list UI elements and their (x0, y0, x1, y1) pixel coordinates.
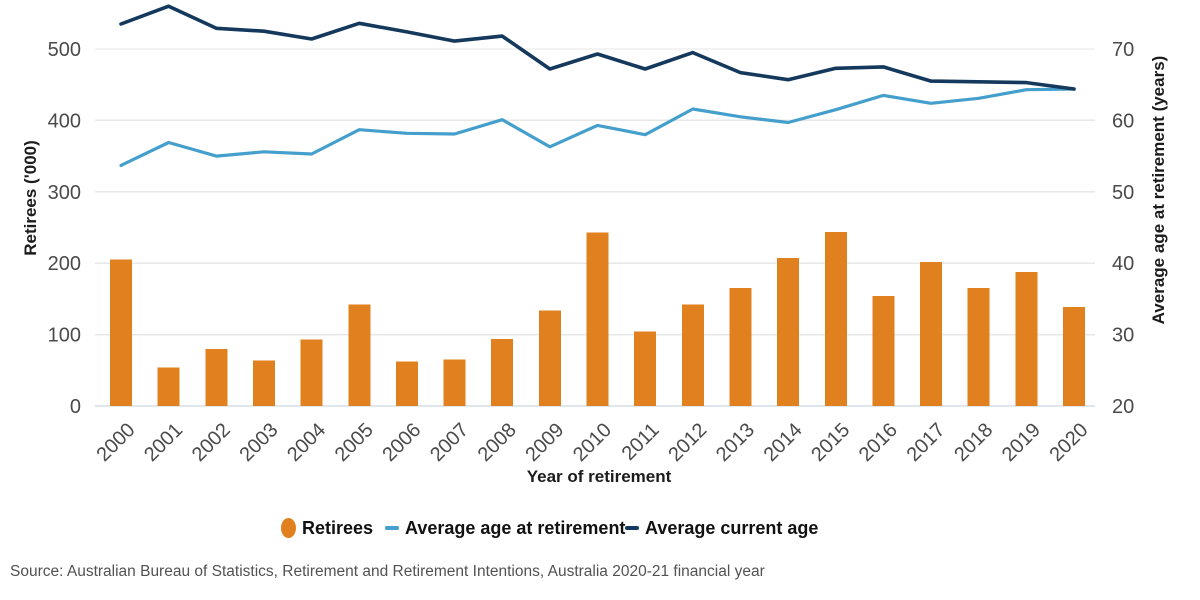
legend-label-average-age-at-retirement: Average age at retirement (405, 517, 626, 538)
bar-2012 (681, 304, 704, 406)
bar-2009 (538, 310, 561, 406)
right-axis-title: Average age at retirement (years) (1149, 55, 1168, 325)
legend-label-retirees: Retirees (302, 517, 374, 538)
x-tick-label-2015: 2015 (807, 419, 854, 466)
x-tick-label-2004: 2004 (283, 419, 330, 466)
bar-2000 (110, 259, 132, 406)
right-y-tick-label: 60 (1112, 110, 1134, 132)
bar-2018 (967, 288, 990, 406)
x-tick-label-2008: 2008 (474, 419, 521, 466)
x-tick-label-2001: 2001 (140, 419, 187, 466)
legend-item-average-current-age: Average current age (625, 514, 818, 542)
right-y-tick-label: 50 (1112, 182, 1134, 204)
left-y-tick-label: 100 (48, 325, 81, 347)
right-y-tick-label: 40 (1112, 253, 1134, 275)
legend-item-retirees: Retirees (281, 514, 373, 542)
x-tick-label-2006: 2006 (378, 419, 425, 466)
average-age-at-retirement-line (119, 87, 1076, 167)
average-current-age-line (119, 4, 1076, 91)
bar-2007 (443, 359, 466, 406)
bar-2014 (777, 258, 800, 406)
bar-2017 (920, 261, 943, 406)
retirees-circle-swatch-icon (281, 518, 296, 538)
x-tick-label-2005: 2005 (331, 419, 378, 466)
x-tick-label-2012: 2012 (664, 419, 711, 466)
x-tick-label-2014: 2014 (760, 419, 807, 466)
bar-2005 (348, 304, 371, 406)
x-tick-label-2003: 2003 (235, 419, 282, 466)
x-axis-title: Year of retirement (526, 467, 672, 486)
bar-2002 (205, 348, 228, 406)
x-tick-label-2010: 2010 (569, 419, 616, 466)
left-y-tick-label: 400 (48, 110, 81, 132)
x-tick-label-2018: 2018 (950, 419, 997, 466)
x-tick-label-2011: 2011 (618, 419, 664, 465)
bar-2006 (395, 361, 418, 406)
bar-2003 (252, 360, 275, 406)
x-tick-label-2009: 2009 (521, 419, 568, 466)
legend-item-average-age-at-retirement: Average age at retirement (385, 514, 625, 542)
x-tick-label-2020: 2020 (1046, 419, 1093, 466)
left-axis-title: Retirees ('000) (21, 140, 40, 256)
x-tick-label-2013: 2013 (712, 419, 759, 466)
x-tick-label-2007: 2007 (426, 419, 473, 466)
current-age-line-swatch-icon (625, 526, 639, 530)
source-note: Source: Australian Bureau of Statistics,… (10, 563, 765, 580)
bar-2013 (729, 288, 752, 406)
legend: Retirees Average age at retirement Avera… (0, 514, 1200, 542)
retirement-age-line-swatch-icon (385, 526, 399, 530)
left-y-tick-label: 0 (70, 396, 81, 418)
right-y-tick-label: 20 (1112, 396, 1134, 418)
bar-2016 (872, 296, 895, 406)
x-tick-label-2002: 2002 (188, 419, 235, 466)
left-y-tick-label: 300 (48, 182, 81, 204)
bar-2008 (491, 338, 514, 406)
right-y-tick-label: 30 (1112, 325, 1134, 347)
right-y-tick-label: 70 (1112, 39, 1134, 61)
left-y-tick-label: 200 (48, 253, 81, 275)
bar-2004 (300, 339, 323, 406)
legend-label-average-current-age: Average current age (645, 517, 819, 538)
bar-2001 (157, 367, 180, 406)
bar-2020 (1063, 306, 1085, 406)
bar-2019 (1015, 271, 1038, 406)
bar-2015 (824, 231, 847, 406)
x-tick-label-2016: 2016 (855, 419, 902, 466)
left-y-tick-label: 500 (48, 39, 81, 61)
bar-2010 (586, 232, 609, 406)
x-tick-label-2017: 2017 (903, 419, 950, 466)
x-tick-label-2019: 2019 (998, 419, 1045, 466)
bar-2011 (634, 331, 657, 406)
x-tick-label-2000: 2000 (93, 419, 140, 466)
